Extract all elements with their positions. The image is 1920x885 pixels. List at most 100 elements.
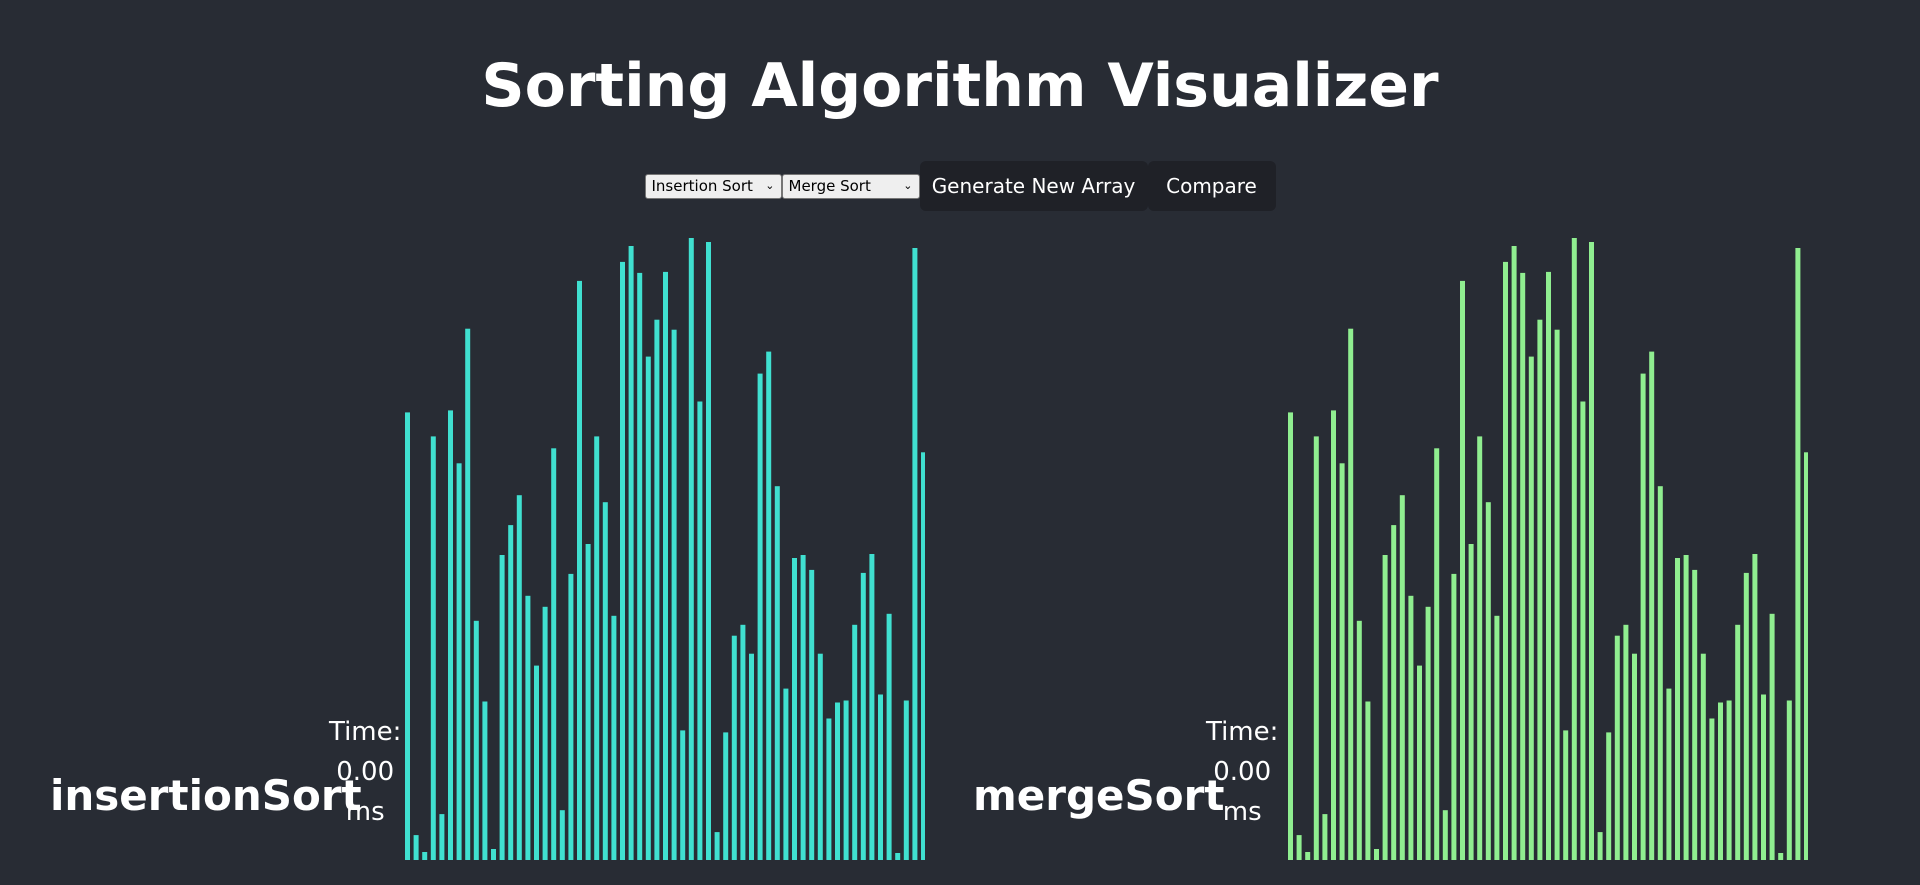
array-bar — [1356, 620, 1362, 860]
array-bar — [491, 849, 496, 860]
array-bar — [1520, 272, 1526, 860]
array-bar — [413, 835, 419, 860]
array-bar — [1417, 665, 1422, 860]
array-bar — [1606, 732, 1612, 860]
array-bar — [1331, 410, 1336, 860]
time-display-right: Time: 0.00 ms — [1206, 712, 1278, 832]
algorithm-1-selected-value: Insertion Sort — [651, 177, 753, 195]
array-bar — [886, 613, 892, 860]
array-bar — [671, 329, 677, 860]
array-bar — [534, 665, 539, 860]
array-bar — [1305, 852, 1311, 860]
array-bar — [688, 238, 694, 860]
algorithm-2-select[interactable]: Merge Sort ⌄ — [781, 173, 920, 199]
algorithm-1-select[interactable]: Insertion Sort ⌄ — [644, 173, 782, 199]
array-bar — [774, 486, 780, 860]
algorithm-name-right: mergeSort — [973, 771, 1225, 820]
array-bar — [783, 688, 789, 860]
array-bar — [749, 653, 754, 860]
array-bar — [1786, 700, 1792, 860]
array-bar — [637, 272, 643, 860]
array-bar — [1692, 569, 1698, 860]
array-bar — [921, 452, 925, 860]
array-bar — [1399, 495, 1405, 860]
array-bar — [1503, 261, 1508, 860]
array-bar — [860, 572, 866, 860]
array-bar — [1675, 558, 1680, 860]
time-unit: ms — [345, 797, 385, 827]
array-bar — [1468, 544, 1474, 860]
array-bar — [697, 401, 703, 860]
array-bar — [602, 502, 608, 860]
time-unit: ms — [1222, 797, 1262, 827]
array-bar — [611, 615, 617, 860]
array-bar — [714, 832, 720, 860]
generate-new-array-button[interactable]: Generate New Array — [919, 161, 1148, 211]
array-bar — [878, 694, 883, 860]
array-bar — [680, 730, 686, 860]
array-bar — [740, 624, 746, 860]
array-bar — [645, 356, 651, 860]
array-bar — [1485, 502, 1491, 860]
array-bar — [1769, 613, 1775, 860]
array-bar — [1718, 702, 1723, 860]
array-bar — [1425, 606, 1431, 860]
array-bar — [456, 463, 462, 860]
time-label: Time: — [329, 717, 402, 747]
array-bar — [1391, 525, 1397, 860]
array-bar — [422, 852, 428, 860]
array-bar — [1546, 271, 1551, 860]
array-bar — [1640, 373, 1646, 860]
array-bar — [1657, 486, 1663, 860]
array-bar — [1348, 328, 1354, 860]
array-bar — [1795, 248, 1801, 860]
array-bar — [1511, 246, 1517, 860]
array-bar — [559, 810, 565, 860]
array-bar — [1571, 238, 1577, 860]
array-bar — [826, 718, 832, 860]
array-bar — [1700, 653, 1706, 860]
bar-chart-right — [1288, 238, 1808, 860]
array-bar — [1322, 814, 1328, 860]
array-bar — [516, 495, 522, 860]
array-bar — [499, 555, 505, 860]
array-bar — [542, 606, 548, 860]
array-bar — [1494, 615, 1500, 860]
chevron-down-icon: ⌄ — [765, 178, 775, 192]
array-bar — [835, 702, 840, 860]
array-bar — [482, 701, 488, 860]
array-bar — [1726, 700, 1732, 860]
compare-button[interactable]: Compare — [1147, 161, 1276, 211]
page-title: Sorting Algorithm Visualizer — [481, 51, 1439, 121]
controls-bar: Insertion Sort ⌄ Merge Sort ⌄ Generate N… — [0, 161, 1920, 211]
array-bar — [903, 700, 909, 860]
array-bar — [869, 554, 875, 860]
array-bar — [800, 555, 806, 860]
array-bar — [430, 436, 436, 860]
array-bar — [473, 620, 479, 860]
array-bar — [1434, 448, 1440, 860]
array-bar — [1778, 853, 1784, 860]
array-bar — [1382, 555, 1388, 860]
time-label: Time: — [1206, 717, 1279, 747]
array-bar — [1580, 401, 1586, 860]
array-bar — [1528, 356, 1534, 860]
array-bar — [1451, 573, 1457, 860]
array-bar — [1709, 718, 1715, 860]
algorithm-2-selected-value: Merge Sort — [788, 177, 871, 195]
array-bar — [1614, 635, 1620, 860]
array-bar — [508, 525, 514, 860]
array-bar — [1563, 730, 1569, 860]
array-bar — [654, 319, 660, 860]
array-bar — [1408, 595, 1414, 860]
array-bar — [525, 595, 531, 860]
array-bar — [663, 271, 668, 860]
array-bar — [1339, 463, 1345, 860]
array-bar — [723, 732, 729, 860]
array-bar — [1477, 436, 1483, 860]
array-bar — [1597, 832, 1603, 860]
array-bar — [852, 624, 858, 860]
time-value: 0.00 — [1213, 757, 1272, 787]
array-bar — [817, 653, 823, 860]
array-bar — [551, 448, 557, 860]
